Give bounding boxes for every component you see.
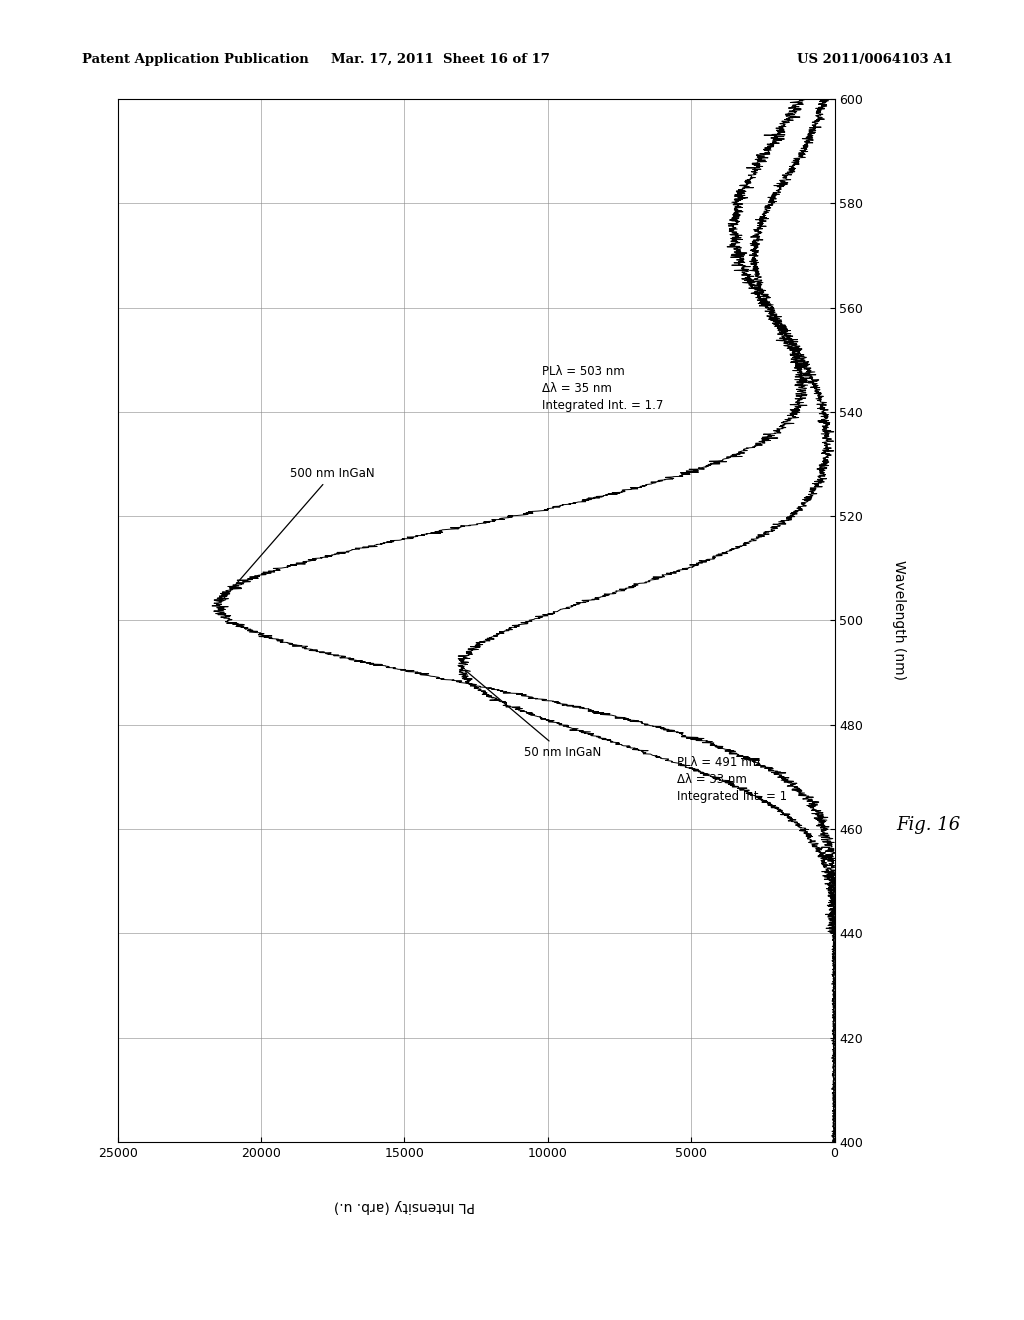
Text: Patent Application Publication: Patent Application Publication (82, 53, 308, 66)
Text: Fig. 16: Fig. 16 (896, 816, 961, 834)
Text: PLλ = 491 nm
Δλ = 33 nm
Integrated Int. = 1: PLλ = 491 nm Δλ = 33 nm Integrated Int. … (677, 756, 787, 803)
Text: PLλ = 503 nm
Δλ = 35 nm
Integrated Int. = 1.7: PLλ = 503 nm Δλ = 35 nm Integrated Int. … (542, 364, 664, 412)
Text: US 2011/0064103 A1: US 2011/0064103 A1 (797, 53, 952, 66)
X-axis label: PL Intensity (arb. u.): PL Intensity (arb. u.) (334, 1199, 475, 1213)
Text: 500 nm InGaN: 500 nm InGaN (221, 467, 375, 602)
Text: Mar. 17, 2011  Sheet 16 of 17: Mar. 17, 2011 Sheet 16 of 17 (331, 53, 550, 66)
Y-axis label: Wavelength (nm): Wavelength (nm) (892, 561, 906, 680)
Text: 50 nm InGaN: 50 nm InGaN (465, 671, 601, 759)
